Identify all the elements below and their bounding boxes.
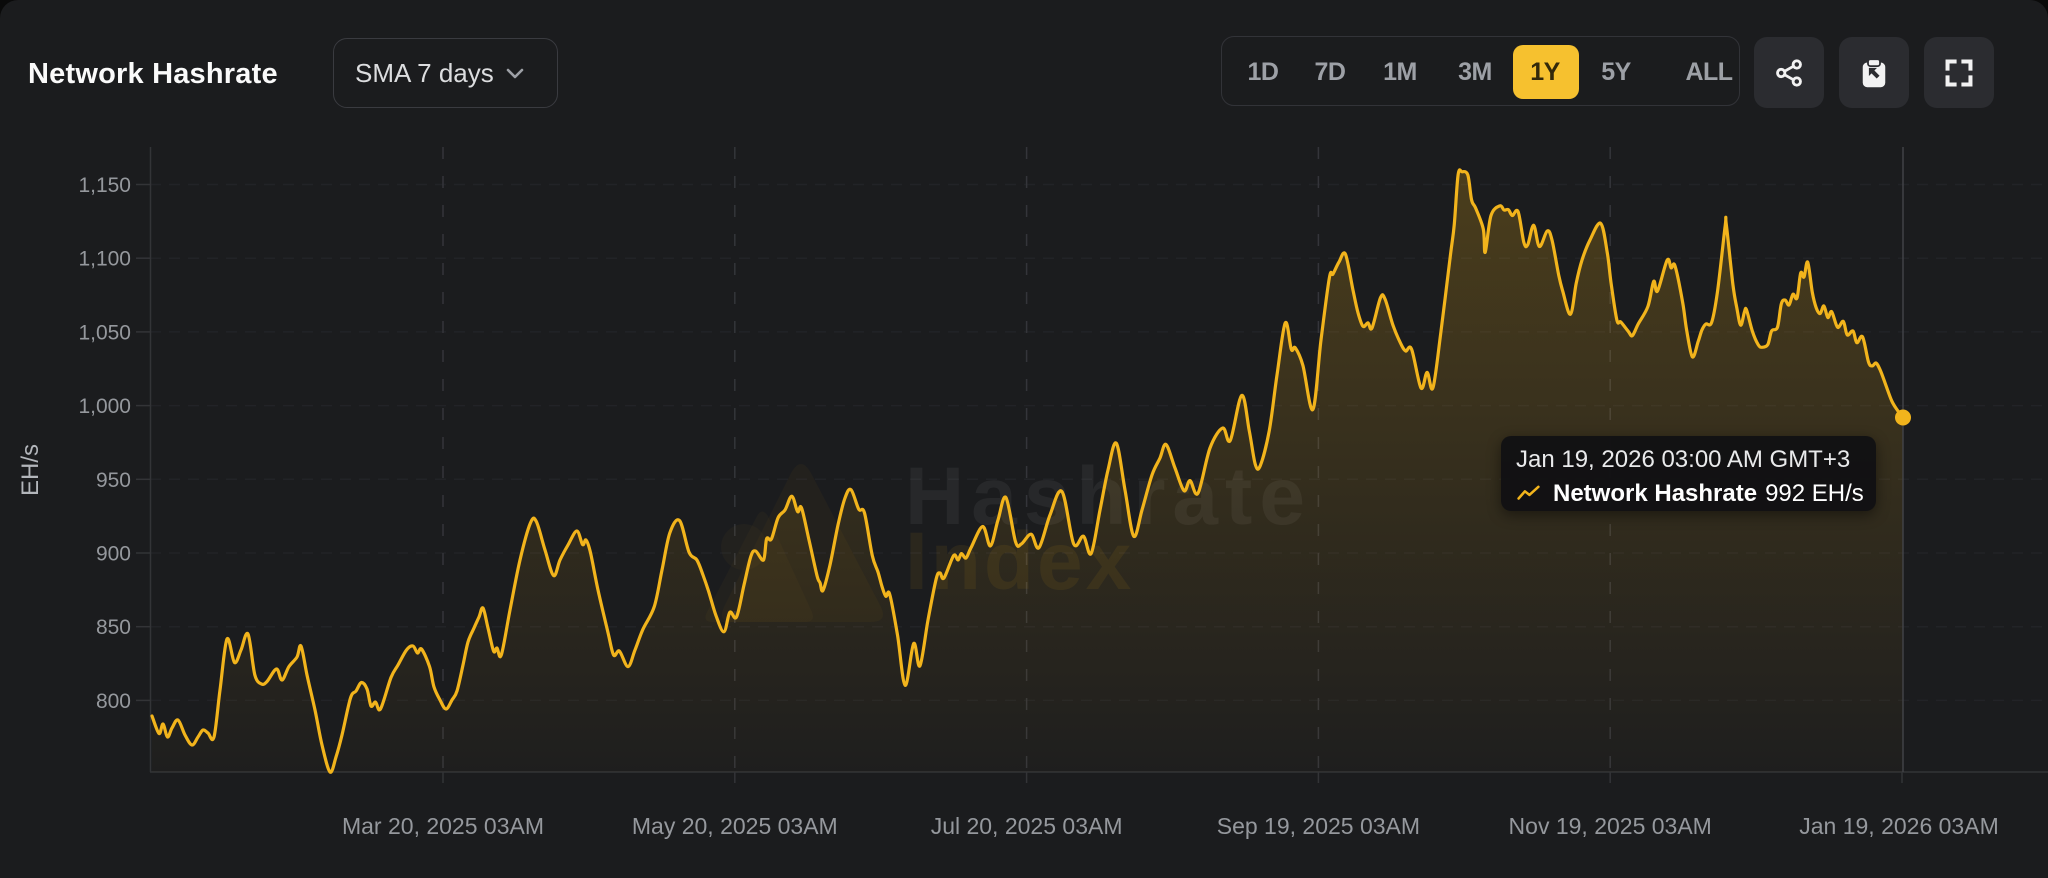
- svg-text:Sep 19, 2025 03AM: Sep 19, 2025 03AM: [1217, 813, 1420, 839]
- svg-text:1,100: 1,100: [78, 248, 131, 271]
- svg-text:800: 800: [96, 690, 131, 713]
- svg-text:1,050: 1,050: [78, 321, 131, 344]
- svg-text:Jul 20, 2025 03AM: Jul 20, 2025 03AM: [931, 813, 1123, 839]
- svg-text:900: 900: [96, 543, 131, 566]
- svg-text:May 20, 2025 03AM: May 20, 2025 03AM: [632, 813, 838, 839]
- svg-text:850: 850: [96, 616, 131, 639]
- svg-text:950: 950: [96, 469, 131, 492]
- svg-text:1,000: 1,000: [78, 395, 131, 418]
- svg-text:1,150: 1,150: [78, 174, 131, 197]
- svg-text:Mar 20, 2025 03AM: Mar 20, 2025 03AM: [342, 813, 544, 839]
- svg-text:Jan 19, 2026 03AM: Jan 19, 2026 03AM: [1799, 813, 1998, 839]
- svg-text:EH/s: EH/s: [17, 444, 44, 496]
- svg-text:Nov 19, 2025 03AM: Nov 19, 2025 03AM: [1509, 813, 1712, 839]
